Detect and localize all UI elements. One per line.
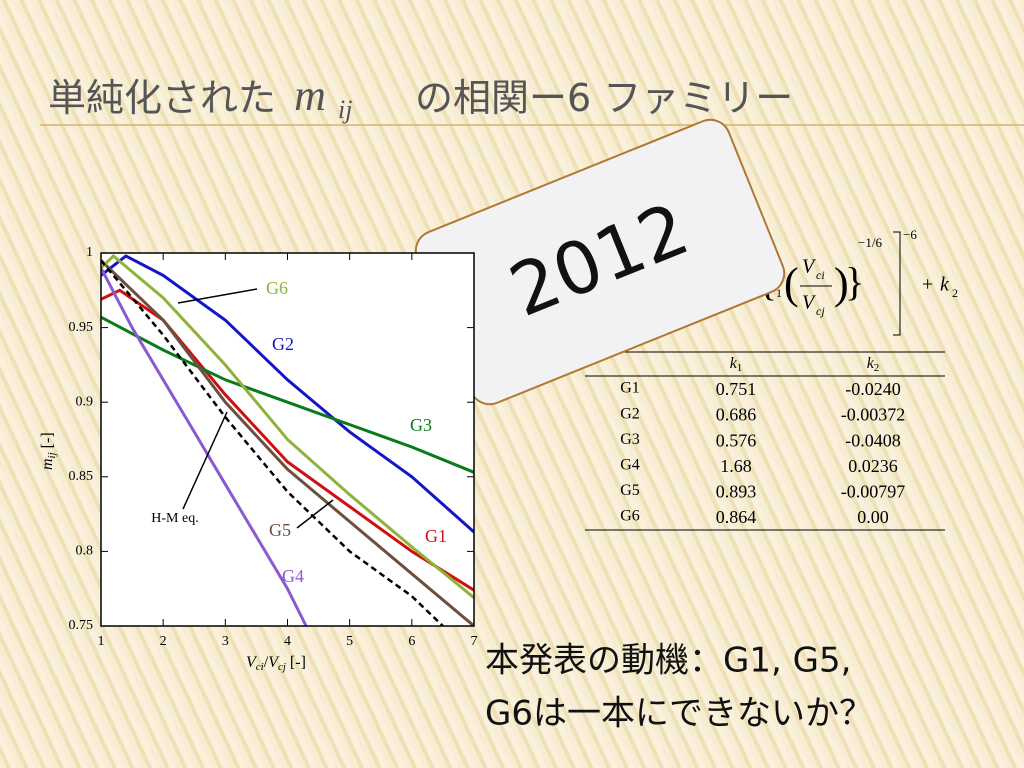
- brace: }: [845, 259, 864, 304]
- y-tick-label: 0.8: [76, 544, 94, 559]
- header-subscript: 1: [737, 362, 743, 374]
- chart: Vci/Vcj [-] mij [-] 0.750.80.850.90.9511…: [39, 245, 478, 672]
- row-label: G2: [620, 405, 640, 422]
- row-label: G6: [620, 508, 640, 525]
- table-cell: 0.686: [716, 405, 757, 425]
- motivation-line: G6は一本にできないか？: [485, 694, 873, 734]
- y-tick-label: 0.85: [69, 469, 94, 484]
- series-line: [101, 288, 474, 592]
- axis-label-part: m: [39, 458, 56, 470]
- y-tick-label: 0.75: [69, 618, 94, 633]
- series-line: [101, 254, 474, 534]
- table-cell: -0.00797: [841, 482, 906, 502]
- table-cell: 0.864: [716, 507, 757, 527]
- row-label: G3: [620, 431, 640, 448]
- formula-var: V: [802, 256, 817, 278]
- formula-exp: −6: [903, 227, 917, 242]
- plot-frame: [100, 252, 475, 627]
- table-cell: -0.0240: [845, 379, 901, 399]
- x-tick-label: 2: [160, 634, 167, 649]
- series-line: [101, 267, 308, 626]
- axis-label-part: [-]: [39, 432, 56, 452]
- paren: ): [834, 259, 849, 308]
- formula-sub: ci: [816, 268, 825, 282]
- label-leader: [182, 411, 228, 510]
- formula-var: V: [802, 292, 817, 314]
- motivation: 本発表の動機：G1, G5, G6は一本にできないか？: [485, 641, 873, 734]
- series-line: [101, 259, 474, 626]
- header-symbol: k: [867, 355, 875, 372]
- x-tick-label: 3: [222, 634, 229, 649]
- y-axis-label: mij [-]: [39, 432, 58, 470]
- formula-sub: 2: [952, 286, 958, 300]
- title-symbol: m: [294, 71, 326, 120]
- row-label: G5: [620, 482, 640, 499]
- title-text: 単純化された: [48, 76, 276, 120]
- column-header: k1: [730, 355, 743, 374]
- axis-label-part: ij: [46, 452, 58, 458]
- axis-label-part: /: [264, 654, 269, 671]
- title-subscript: ij: [338, 95, 352, 124]
- series-label: G1: [425, 526, 447, 546]
- x-tick-label: 5: [346, 634, 353, 649]
- formula-exp: −1/6: [858, 235, 882, 250]
- series-label: G5: [269, 520, 291, 540]
- table-cell: -0.0408: [845, 430, 901, 450]
- series-line: [101, 253, 474, 599]
- axis-label-part: ci: [256, 661, 264, 673]
- paren: (: [784, 259, 799, 308]
- x-axis-label: Vci/Vcj [-]: [246, 654, 306, 673]
- bracket: [893, 231, 901, 336]
- formula-sub: 1: [776, 286, 782, 300]
- axis-label-part: [-]: [286, 654, 306, 671]
- column-header: k2: [867, 355, 880, 374]
- table-cell: 0.751: [716, 379, 757, 399]
- label-leader: [296, 499, 334, 529]
- table-cell: 0.0236: [848, 456, 898, 476]
- y-tick-label: 1: [86, 245, 93, 260]
- header-symbol: k: [730, 355, 738, 372]
- series-label: G6: [266, 278, 288, 298]
- table-cell: -0.00372: [841, 405, 906, 425]
- title-text: の相関ー6 ファミリー: [415, 76, 793, 120]
- series-label: H-M eq.: [151, 511, 198, 526]
- x-tick-label: 1: [98, 634, 105, 649]
- row-label: G1: [620, 380, 640, 397]
- table-cell: 0.576: [716, 430, 757, 450]
- axis-label-part: V: [268, 654, 280, 671]
- x-tick-label: 7: [471, 634, 478, 649]
- axis-label-part: V: [246, 654, 258, 671]
- label-leader: [177, 288, 258, 304]
- header-subscript: 2: [874, 362, 880, 374]
- formula-op: +: [922, 274, 933, 296]
- row-label: G4: [620, 456, 640, 473]
- y-tick-label: 0.95: [69, 320, 94, 335]
- motivation-line: 本発表の動機：G1, G5,: [485, 641, 851, 681]
- stamp: 2012: [414, 118, 786, 406]
- y-tick-label: 0.9: [76, 394, 94, 409]
- series-label: G2: [272, 334, 294, 354]
- x-tick-label: 6: [408, 634, 415, 649]
- table-cell: 0.893: [716, 482, 757, 502]
- formula-sub: cj: [816, 304, 825, 318]
- table-cell: 1.68: [720, 456, 752, 476]
- series-label: G3: [410, 415, 432, 435]
- formula-var: k: [940, 274, 950, 296]
- table-cell: 0.00: [857, 507, 889, 527]
- series-line: [101, 315, 474, 474]
- axis-label-part: cj: [278, 661, 286, 673]
- series-label: G4: [282, 566, 304, 586]
- slide-title: 単純化された m ij の相関ー6 ファミリー: [48, 71, 793, 131]
- x-tick-label: 4: [284, 634, 291, 649]
